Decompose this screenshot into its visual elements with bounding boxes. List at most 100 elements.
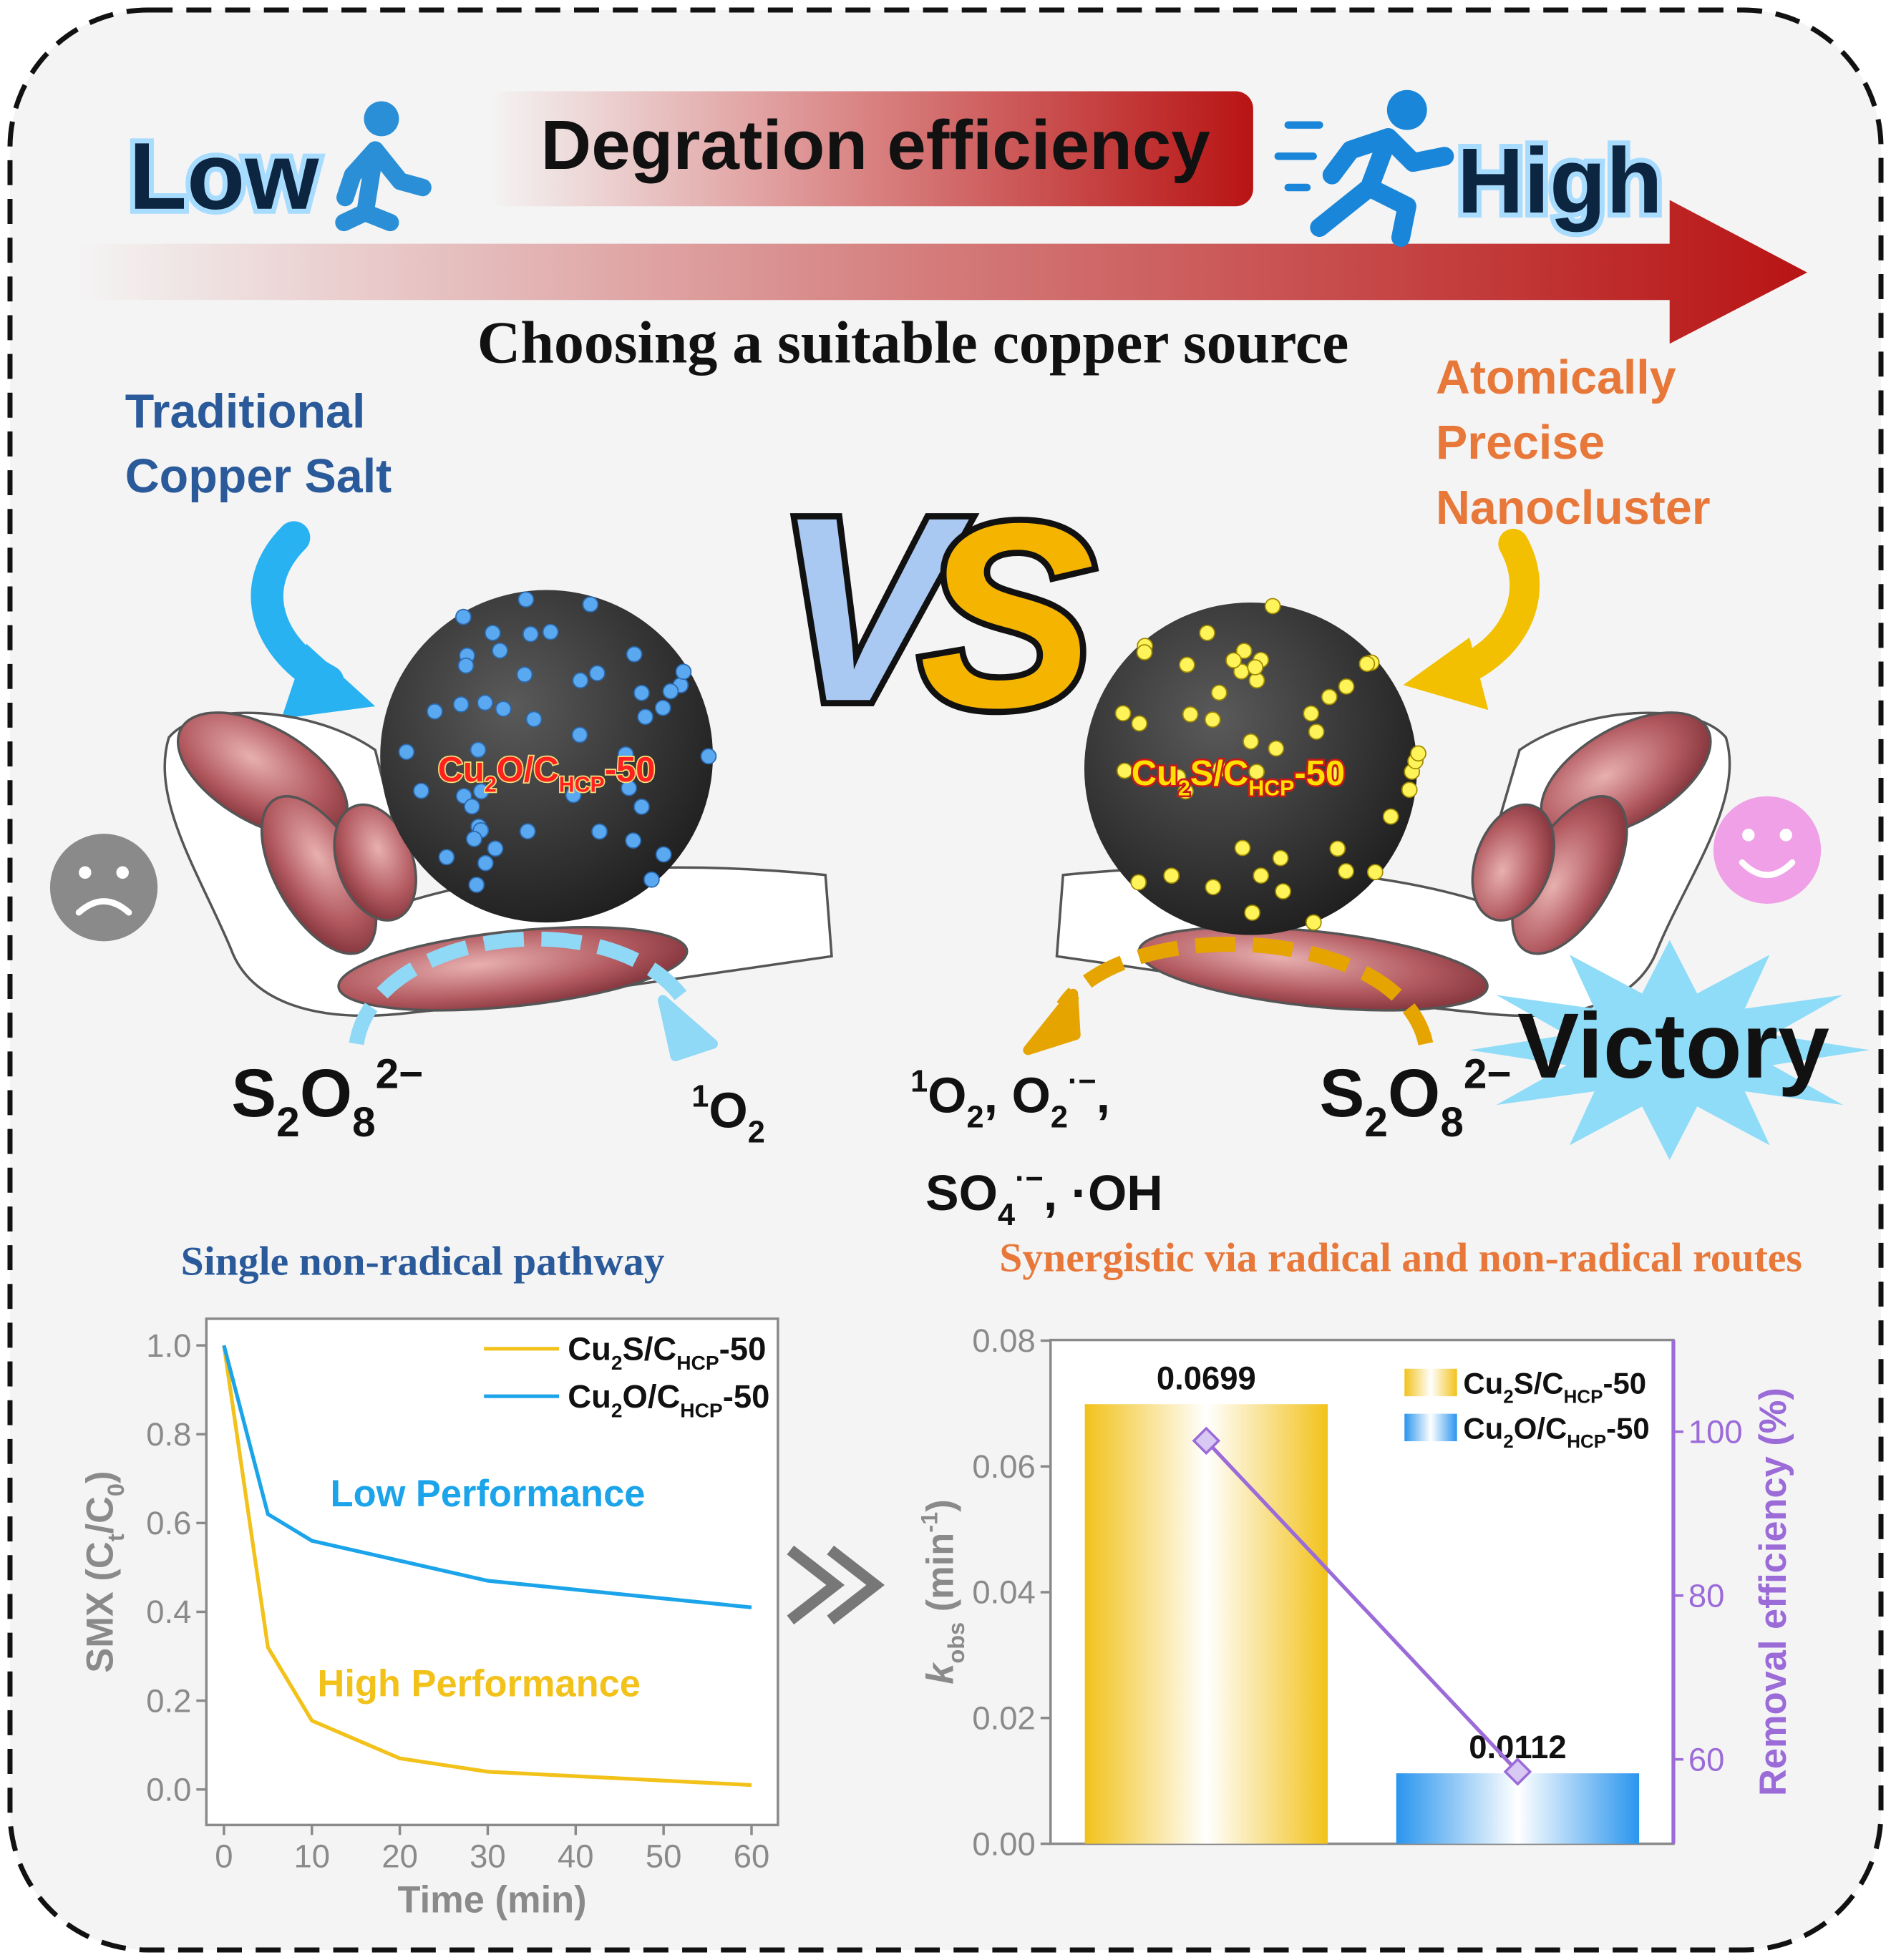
nanoparticle: [633, 799, 650, 815]
text-run: -50: [605, 751, 656, 789]
nanoparticle: [1410, 745, 1426, 762]
y-tick-label: 0.0: [146, 1771, 191, 1808]
activation-head: [1023, 988, 1081, 1055]
nanoparticle: [519, 823, 536, 840]
text-run: 0: [103, 1483, 129, 1496]
nanoparticle: [1225, 652, 1242, 669]
text-run: 2: [1051, 1101, 1068, 1135]
walking-icon: [335, 101, 432, 232]
text-run: -50: [1294, 754, 1345, 793]
right-title: Nanocluster: [1436, 482, 1711, 535]
nanoparticle: [643, 871, 660, 888]
data-line: [1205, 1439, 1520, 1773]
text-run: S: [1319, 1055, 1364, 1131]
y-tick-label: 0.08: [972, 1322, 1035, 1359]
nanoparticle: [495, 701, 512, 717]
nanoparticle: [1179, 656, 1195, 673]
y-tick-label: 0.06: [972, 1448, 1035, 1485]
species-label: 1O2: [691, 1079, 765, 1149]
text-run: obs: [943, 1622, 969, 1664]
nanoparticle: [398, 743, 415, 761]
text-run: -1: [916, 1512, 942, 1533]
nanoparticle: [466, 830, 482, 847]
y-tick-label: 0.00: [972, 1825, 1035, 1862]
y-tick-label: 0.2: [146, 1682, 191, 1719]
y2-tick-label: 100: [1688, 1414, 1743, 1451]
nanoparticle: [1244, 905, 1260, 921]
activation-head: [658, 995, 718, 1062]
text-run: Cu: [1132, 754, 1178, 793]
x-tick-label: 30: [470, 1838, 506, 1875]
text-run: SMX (C: [79, 1541, 121, 1672]
nanoparticle: [565, 786, 582, 804]
species-label: 1O2, O2·−,: [910, 1064, 1110, 1134]
activation-path: [1056, 937, 1434, 1046]
nanoparticle: [1401, 781, 1418, 799]
y-tick-label: 1.0: [146, 1327, 191, 1364]
text-run: -50: [1603, 1367, 1646, 1400]
text-run: /C: [79, 1496, 121, 1534]
nanoparticle: [1253, 867, 1270, 884]
nanoparticle: [1136, 644, 1153, 660]
text-run: Cu: [438, 751, 485, 789]
text-run: 2: [748, 1116, 765, 1150]
nanoparticle: [517, 591, 535, 608]
activation-path: [349, 931, 695, 1045]
nanoparticle: [452, 696, 470, 713]
nanoparticle: [1199, 625, 1215, 641]
nanoparticle: [1205, 879, 1222, 896]
text-run: 2−: [1464, 1050, 1512, 1097]
text-run: Cu: [1463, 1367, 1503, 1400]
nanoparticles: [398, 591, 717, 893]
text-run: , ·OH: [1044, 1165, 1163, 1221]
text-run: 2: [611, 1400, 623, 1422]
legend-label: Cu2O/CHCP-50: [1463, 1412, 1649, 1453]
x-tick-label: 40: [558, 1838, 594, 1875]
text-run: 4: [998, 1198, 1015, 1232]
nanoparticle: [621, 779, 638, 796]
nanoparticle: [1308, 723, 1325, 740]
data-point: [1192, 1426, 1221, 1456]
nanoparticle: [655, 846, 672, 863]
sad-face: [49, 834, 158, 942]
text-run: HCP: [680, 1400, 722, 1422]
text-run: O: [928, 1068, 966, 1123]
nanoparticle: [1268, 740, 1285, 757]
victory-burst: [1469, 940, 1870, 1161]
legend-label: Cu2S/CHCP-50: [1463, 1367, 1646, 1408]
legend-swatch: [1404, 1368, 1457, 1397]
y2-axis-label: Removal efficiency (%): [1753, 1388, 1794, 1796]
nanoparticle: [1130, 874, 1147, 891]
text-run: ·−: [1068, 1064, 1097, 1098]
legend-label: Cu2S/CHCP-50: [568, 1331, 766, 1375]
text-run: S/C: [623, 1331, 677, 1367]
nanoparticle: [582, 596, 599, 613]
nanoparticle: [1212, 761, 1229, 778]
text-run: 2−: [376, 1050, 424, 1097]
nanoparticle: [1248, 764, 1265, 780]
pointer-arrow-head: [281, 643, 376, 719]
text-run: S: [231, 1055, 276, 1131]
text-run: Cu: [1463, 1412, 1503, 1445]
annotation: High Performance: [318, 1663, 641, 1705]
text-run: O/C: [623, 1378, 681, 1415]
text-run: Cu: [568, 1331, 611, 1367]
nanoparticle: [522, 625, 539, 643]
nanoparticle: [1329, 840, 1346, 857]
x-tick-label: 50: [646, 1838, 682, 1875]
text-run: 8: [1440, 1099, 1464, 1146]
pathway-label: Single non-radical pathway: [181, 1239, 665, 1284]
text-run: ·−: [1015, 1162, 1044, 1196]
text-run: 2: [1178, 777, 1190, 801]
nanoparticle: [633, 685, 650, 701]
nanoparticle: [1358, 655, 1376, 672]
text-run: -50: [723, 1378, 770, 1415]
vs-letter: S: [919, 469, 1096, 762]
nanoparticle: [1235, 643, 1253, 659]
nanoparticle: [637, 708, 653, 726]
bar: [1084, 1404, 1328, 1844]
nanoparticle: [516, 666, 533, 683]
nanoparticle: [477, 694, 494, 711]
nanoparticle: [1116, 762, 1133, 779]
